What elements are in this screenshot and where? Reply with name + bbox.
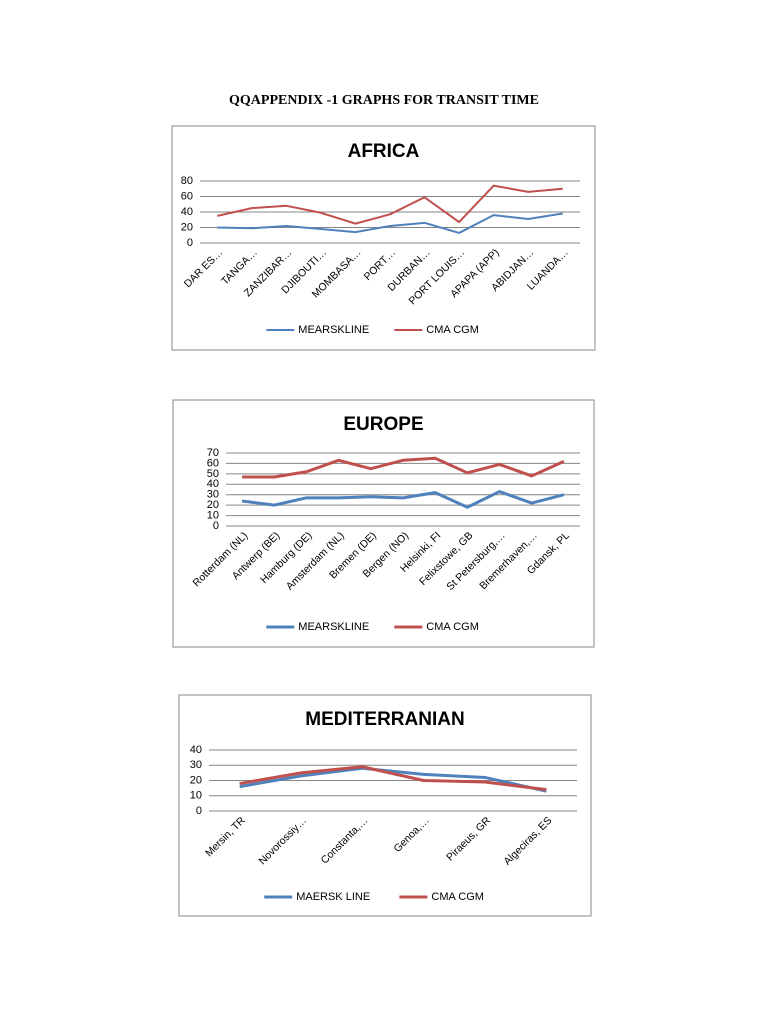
series-line [217, 184, 563, 225]
y-tick-label: 0 [187, 237, 193, 249]
chart-frame [178, 694, 592, 917]
y-tick-label: 60 [207, 457, 219, 469]
chart-frame [172, 399, 595, 648]
y-tick-label: 20 [181, 221, 193, 233]
y-tick-label: 50 [207, 468, 219, 480]
y-tick-label: 20 [207, 499, 219, 511]
y-tick-label: 30 [190, 759, 202, 771]
y-tick-label: 80 [181, 175, 193, 187]
legend-label: CMA CGM [426, 324, 479, 336]
y-tick-label: 10 [190, 790, 202, 802]
page-title: QQAPPENDIX -1 GRAPHS FOR TRANSIT TIME [229, 93, 539, 108]
y-tick-label: 0 [213, 520, 219, 532]
chart-title: EUROPE [343, 414, 423, 435]
series-line [239, 765, 547, 792]
series-line [217, 212, 563, 234]
series-line [241, 490, 565, 509]
legend-label: MEARSKLINE [298, 324, 369, 336]
y-tick-label: 70 [207, 447, 219, 459]
legend-label: MEARSKLINE [298, 621, 369, 633]
y-tick-label: 40 [181, 206, 193, 218]
legend-label: MAERSK LINE [296, 891, 370, 903]
legend-label: CMA CGM [431, 891, 484, 903]
y-tick-label: 60 [181, 190, 193, 202]
series-line [242, 456, 565, 479]
y-tick-label: 10 [207, 509, 219, 521]
legend-label: CMA CGM [426, 621, 479, 633]
series-line [239, 766, 547, 793]
y-tick-label: 40 [207, 478, 219, 490]
y-tick-label: 30 [207, 489, 219, 501]
y-tick-label: 20 [190, 774, 202, 786]
chart-title: MEDITERRANIAN [305, 709, 464, 730]
chart-title: AFRICA [348, 141, 420, 162]
y-tick-label: 0 [196, 805, 202, 817]
chart-frame [171, 125, 596, 351]
y-tick-label: 40 [190, 744, 202, 756]
